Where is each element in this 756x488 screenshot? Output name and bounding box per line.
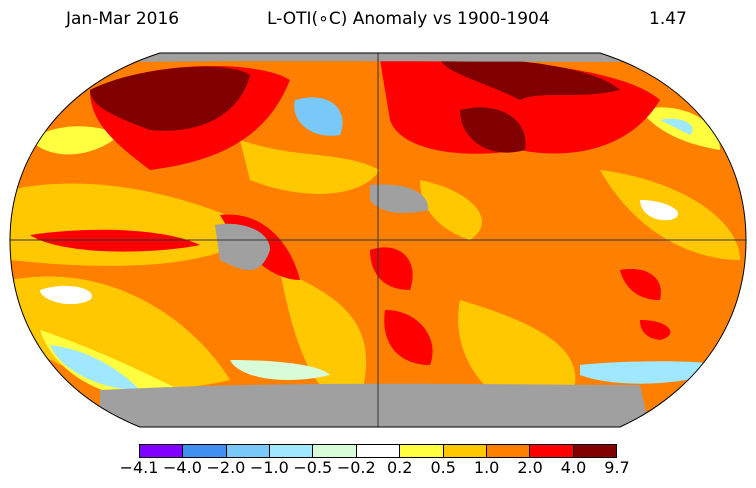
colorbar-tick-label: 1.0 xyxy=(473,458,500,477)
map-border xyxy=(9,52,747,428)
anomaly-region xyxy=(230,360,330,380)
colorbar-tick-label: 4.0 xyxy=(560,458,587,477)
anomaly-region xyxy=(294,97,343,136)
anomaly-region xyxy=(420,180,482,240)
anomaly-region xyxy=(370,247,413,290)
anomaly-region xyxy=(620,269,661,300)
colorbar xyxy=(139,444,617,458)
anomaly-region xyxy=(30,126,120,155)
colorbar-tick-label: 2.0 xyxy=(517,458,543,477)
anomaly-region xyxy=(30,229,200,252)
colorbar-swatch xyxy=(226,445,271,457)
colorbar-swatch xyxy=(573,445,616,457)
colorbar-tick-label: −4.0 xyxy=(163,458,202,477)
colorbar-tick-label: 0.5 xyxy=(430,458,456,477)
no-data-region xyxy=(215,223,270,270)
colorbar-swatch xyxy=(530,445,574,457)
colorbar-swatch xyxy=(183,445,227,457)
colorbar-tick-label: −0.5 xyxy=(293,458,333,477)
no-data-region xyxy=(370,184,429,213)
colorbar-swatch xyxy=(486,445,531,457)
anomaly-region xyxy=(240,140,380,194)
anomaly-region xyxy=(460,107,526,153)
colorbar-swatch xyxy=(270,445,314,457)
colorbar-tick-label: −2.0 xyxy=(206,458,246,477)
no-data-region xyxy=(140,53,620,62)
colorbar-tick-label: −4.1 xyxy=(119,458,159,477)
anomaly-region xyxy=(580,361,730,384)
map-title: L-OTI(∘C) Anomaly vs 1900-1904 xyxy=(267,9,550,29)
no-data-region xyxy=(100,383,650,427)
anomaly-region xyxy=(640,320,671,340)
anomaly-region xyxy=(90,66,250,131)
anomaly-region xyxy=(660,118,693,135)
colorbar-tick-label: 9.7 xyxy=(604,458,630,477)
anomaly-region xyxy=(384,310,433,365)
anomaly-region xyxy=(280,270,367,402)
anomaly-region xyxy=(40,285,92,305)
colorbar-swatch xyxy=(400,445,444,457)
colorbar-tick-label: 0.2 xyxy=(386,458,413,477)
colorbar-swatch xyxy=(313,445,357,457)
period-label: Jan-Mar 2016 xyxy=(66,9,180,29)
colorbar-tick-label: −0.2 xyxy=(336,458,376,477)
anomaly-region xyxy=(640,200,679,221)
anomaly-region xyxy=(440,59,620,100)
colorbar-swatch xyxy=(140,445,184,457)
anomaly-region xyxy=(50,345,140,390)
colorbar-swatch xyxy=(443,445,487,457)
global-mean-value: 1.47 xyxy=(649,9,687,29)
anomaly-region xyxy=(40,330,200,403)
colorbar-swatch xyxy=(356,445,401,457)
colorbar-tick-label: −1.0 xyxy=(249,458,289,477)
